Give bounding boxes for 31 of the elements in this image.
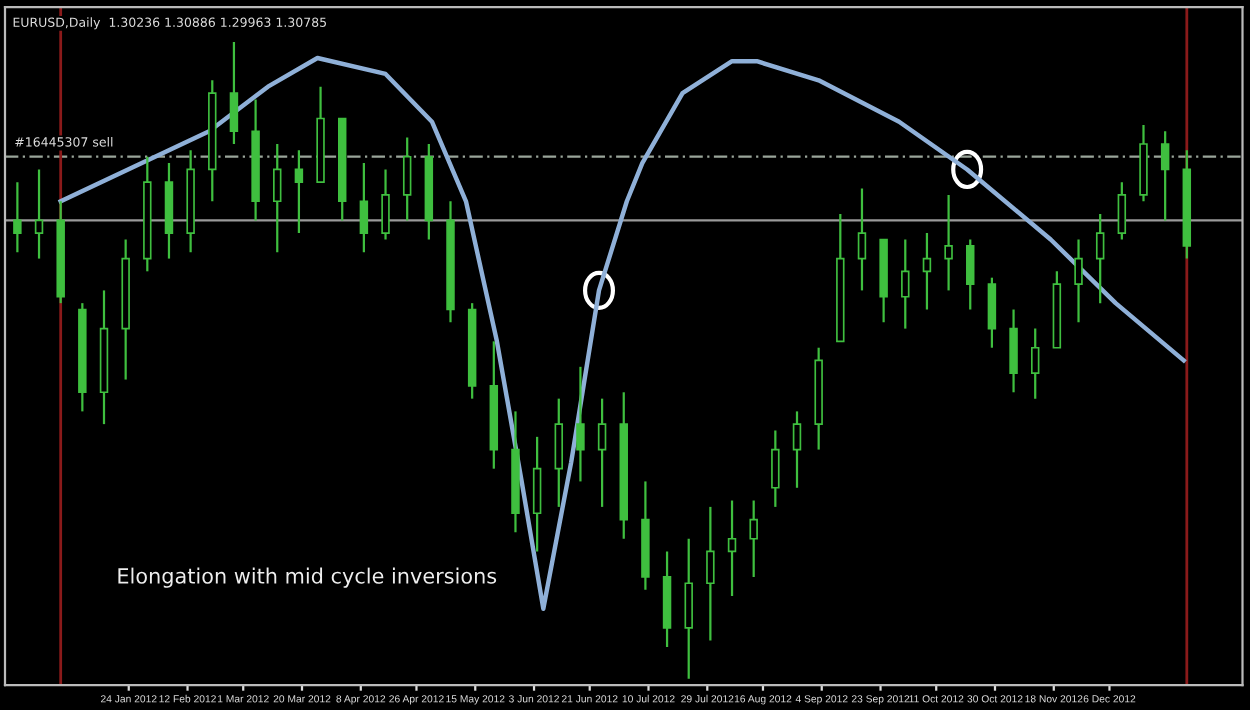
candlestick (684, 537, 693, 680)
candlestick (576, 365, 585, 483)
candlestick (944, 193, 953, 292)
candlestick (34, 168, 44, 260)
candlestick (294, 149, 304, 235)
candlestick (532, 435, 542, 553)
candlestick (727, 499, 737, 598)
candlestick (857, 187, 867, 292)
candlestick (987, 276, 997, 349)
candlestick (1117, 181, 1127, 241)
candlestick (901, 238, 910, 330)
candlestick (1160, 130, 1170, 222)
candlestick (706, 505, 715, 642)
candlestick (1009, 308, 1018, 394)
candlestick (749, 499, 758, 579)
candlestick (381, 168, 390, 241)
candlestick (966, 238, 975, 311)
candlestick (554, 397, 564, 508)
candlestick (792, 410, 802, 489)
candlestick (229, 41, 239, 146)
candlestick (1074, 238, 1083, 324)
candlestick (359, 161, 369, 254)
candlestick (1095, 212, 1105, 305)
candlestick (597, 397, 607, 508)
candlestick (922, 232, 932, 311)
candlestick (1030, 327, 1040, 400)
candlestick (402, 136, 412, 222)
candlestick (273, 142, 282, 254)
annotation: Elongation with mid cycle inversions (118, 567, 497, 588)
candlestick (771, 429, 780, 508)
candlestick (13, 181, 22, 254)
